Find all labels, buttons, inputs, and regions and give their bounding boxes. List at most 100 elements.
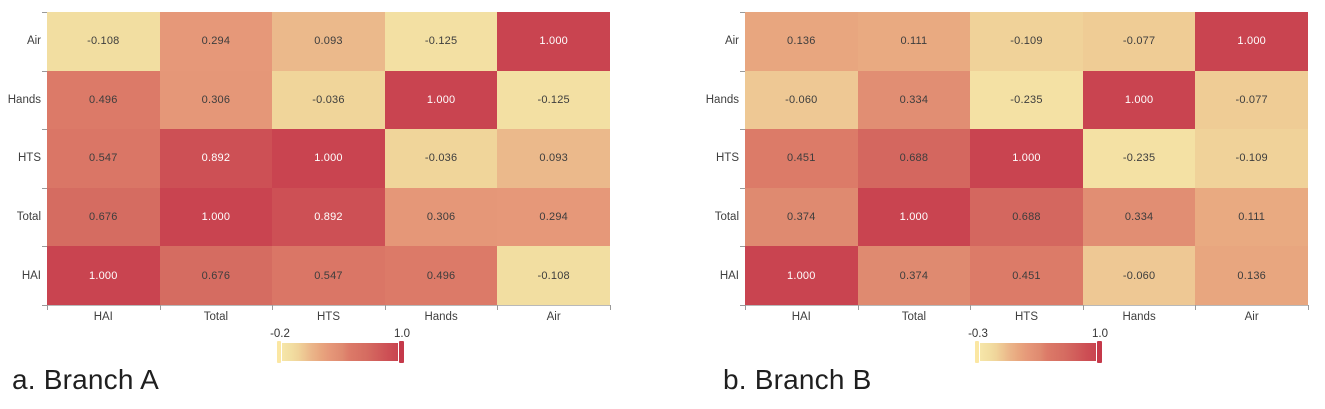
heatmap-cell: 0.374 bbox=[745, 187, 858, 247]
y-axis-tick bbox=[42, 12, 47, 13]
heatmap-cell: 0.334 bbox=[857, 70, 971, 130]
colorbar-max-label: 1.0 bbox=[1092, 328, 1108, 340]
heatmap-cell: -0.060 bbox=[1082, 246, 1196, 305]
heatmap-cell: 0.111 bbox=[1195, 187, 1308, 247]
y-axis-tick bbox=[740, 305, 745, 306]
x-axis-line bbox=[47, 305, 611, 306]
y-axis-tick bbox=[740, 129, 745, 131]
heatmap-panel-branch-a: Air Hands HTS Total HAI -0.108 0.294 0.093 -0.1… bbox=[0, 0, 660, 409]
heatmap-grid: 0.136 0.111 -0.109 -0.077 1.000 -0.060 0.334 -0… bbox=[745, 12, 1308, 305]
heatmap-cell: 0.547 bbox=[272, 246, 385, 305]
heatmap-cell: 0.496 bbox=[384, 246, 498, 305]
x-axis-label: Total bbox=[901, 311, 927, 323]
x-axis-tick bbox=[970, 305, 972, 310]
heatmap-cell: -0.125 bbox=[497, 70, 610, 130]
heatmap-cell: -0.108 bbox=[497, 246, 610, 305]
x-axis-label: Air bbox=[1244, 311, 1259, 323]
heatmap-cell: 1.000 bbox=[970, 129, 1083, 188]
x-axis-label: Hands bbox=[1122, 311, 1156, 323]
colorbar-gradient bbox=[980, 343, 1096, 361]
heatmap-cell: 1.000 bbox=[497, 12, 610, 71]
x-axis-tick bbox=[1082, 305, 1084, 310]
y-axis-label: Total bbox=[16, 211, 41, 224]
x-axis-tick bbox=[47, 305, 48, 310]
x-axis-label: Total bbox=[203, 311, 229, 323]
heatmap-cell: -0.060 bbox=[745, 70, 858, 130]
x-axis-tick bbox=[1308, 305, 1309, 310]
x-axis-labels: HAI Total HTS Hands Air bbox=[745, 311, 1308, 323]
heatmap-cell: 0.451 bbox=[970, 246, 1083, 305]
colorbar-min-label: -0.3 bbox=[968, 328, 988, 340]
x-axis-label: Air bbox=[546, 311, 561, 323]
heatmap-panel-branch-b: Air Hands HTS Total HAI 0.136 0.111 -0.109 -0.0… bbox=[698, 0, 1325, 409]
x-axis-tick bbox=[1195, 305, 1197, 310]
y-axis-label: Hands bbox=[7, 93, 41, 106]
heatmap-cell: 0.547 bbox=[47, 129, 160, 188]
x-axis-label: HAI bbox=[93, 311, 113, 323]
y-axis-tick bbox=[42, 187, 47, 189]
x-axis-tick bbox=[610, 305, 611, 310]
y-axis-label: Air bbox=[26, 35, 41, 48]
heatmap-cell: 0.136 bbox=[1195, 246, 1308, 305]
heatmap-cell: 0.688 bbox=[970, 187, 1083, 247]
colorbar bbox=[975, 341, 1102, 363]
y-axis-labels: Air Hands HTS Total HAI bbox=[0, 12, 41, 305]
heatmap-cell: -0.235 bbox=[1082, 129, 1196, 188]
colorbar bbox=[277, 341, 404, 363]
heatmap-cell: 0.374 bbox=[857, 246, 971, 305]
x-axis-line bbox=[745, 305, 1309, 306]
y-axis-tick bbox=[740, 187, 745, 189]
y-axis-label: Air bbox=[724, 35, 739, 48]
colorbar-min-cap bbox=[975, 341, 979, 363]
colorbar-min-label: -0.2 bbox=[270, 328, 290, 340]
heatmap-cell: 1.000 bbox=[272, 129, 385, 188]
heatmap-cell: 1.000 bbox=[1195, 12, 1308, 71]
heatmap-cell: 0.093 bbox=[272, 12, 385, 71]
heatmap-cell: 0.093 bbox=[497, 129, 610, 188]
heatmap-cell: 1.000 bbox=[384, 70, 498, 130]
heatmap-cell: -0.036 bbox=[384, 129, 498, 188]
y-axis-label: Hands bbox=[705, 93, 739, 106]
colorbar-max-cap bbox=[1097, 341, 1102, 363]
x-axis-tick bbox=[384, 305, 386, 310]
heatmap-cell: 0.306 bbox=[159, 70, 273, 130]
heatmap-grid: -0.108 0.294 0.093 -0.125 1.000 0.496 0.306 -0.… bbox=[47, 12, 610, 305]
heatmap-cell: 0.111 bbox=[857, 12, 971, 71]
heatmap-cell: 1.000 bbox=[745, 246, 858, 305]
heatmap-cell: -0.077 bbox=[1082, 12, 1196, 71]
y-axis-label: HAI bbox=[719, 269, 739, 282]
y-axis-tick bbox=[42, 129, 47, 131]
x-axis-tick bbox=[159, 305, 161, 310]
x-axis-tick bbox=[497, 305, 499, 310]
heatmap-cell: -0.109 bbox=[970, 12, 1083, 71]
x-axis-label: HAI bbox=[791, 311, 811, 323]
y-axis-tick bbox=[740, 12, 745, 13]
colorbar-max-cap bbox=[399, 341, 404, 363]
heatmap-cell: 0.892 bbox=[159, 129, 273, 188]
y-axis-tick bbox=[42, 305, 47, 306]
panel-caption: a. Branch A bbox=[12, 364, 159, 395]
x-axis-label: Hands bbox=[424, 311, 458, 323]
x-axis-tick bbox=[272, 305, 274, 310]
y-axis-label: Total bbox=[714, 211, 739, 224]
colorbar-max-label: 1.0 bbox=[394, 328, 410, 340]
y-axis-label: HTS bbox=[716, 152, 739, 165]
heatmap-cell: 1.000 bbox=[159, 187, 273, 247]
heatmap-cell: 1.000 bbox=[1082, 70, 1196, 130]
heatmap-cell: -0.108 bbox=[47, 12, 160, 71]
heatmap-cell: 0.451 bbox=[745, 129, 858, 188]
heatmap-cell: -0.125 bbox=[384, 12, 498, 71]
heatmap-cell: 0.892 bbox=[272, 187, 385, 247]
colorbar-min-cap bbox=[277, 341, 281, 363]
y-axis-labels: Air Hands HTS Total HAI bbox=[698, 12, 739, 305]
x-axis-labels: HAI Total HTS Hands Air bbox=[47, 311, 610, 323]
x-axis-tick bbox=[745, 305, 746, 310]
heatmap-cell: 0.334 bbox=[1082, 187, 1196, 247]
heatmap-cell: 0.496 bbox=[47, 70, 160, 130]
y-axis-label: HTS bbox=[18, 152, 41, 165]
heatmap-cell: -0.235 bbox=[970, 70, 1083, 130]
x-axis-label: HTS bbox=[316, 311, 340, 323]
heatmap-cell: 0.688 bbox=[857, 129, 971, 188]
heatmap-cell: 1.000 bbox=[857, 187, 971, 247]
